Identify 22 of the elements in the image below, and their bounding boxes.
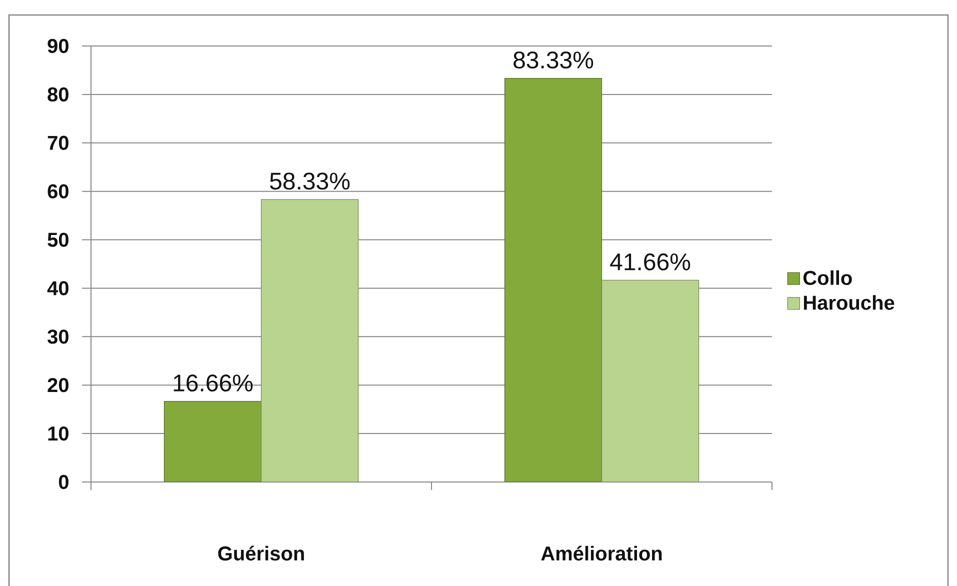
y-tick-label: 0 [58, 474, 68, 490]
y-tick-label: 40 [47, 281, 68, 296]
x-tick-label: Amélioration [541, 546, 662, 561]
y-tick-label: 20 [48, 378, 68, 392]
bar [164, 400, 262, 482]
y-tick-label: 30 [48, 330, 68, 344]
x-tick-label: Guérison [218, 546, 304, 561]
y-tick-label: 50 [48, 232, 68, 247]
y-tick-label: 90 [48, 38, 68, 54]
y-tick-label: 80 [48, 87, 68, 102]
bar [260, 199, 359, 482]
legend-label: Harouche [804, 295, 894, 310]
legend-label: Collo [803, 270, 852, 286]
y-tick-label: 70 [48, 136, 68, 150]
data-label: 41.66% [610, 253, 690, 270]
data-label: 58.33% [270, 172, 350, 190]
bar [601, 280, 700, 482]
data-label: 83.33% [514, 52, 594, 69]
data-label: 16.66% [174, 374, 253, 392]
y-tick-label: 10 [48, 426, 68, 441]
y-tick-label: 60 [48, 184, 68, 198]
bar [504, 78, 602, 482]
